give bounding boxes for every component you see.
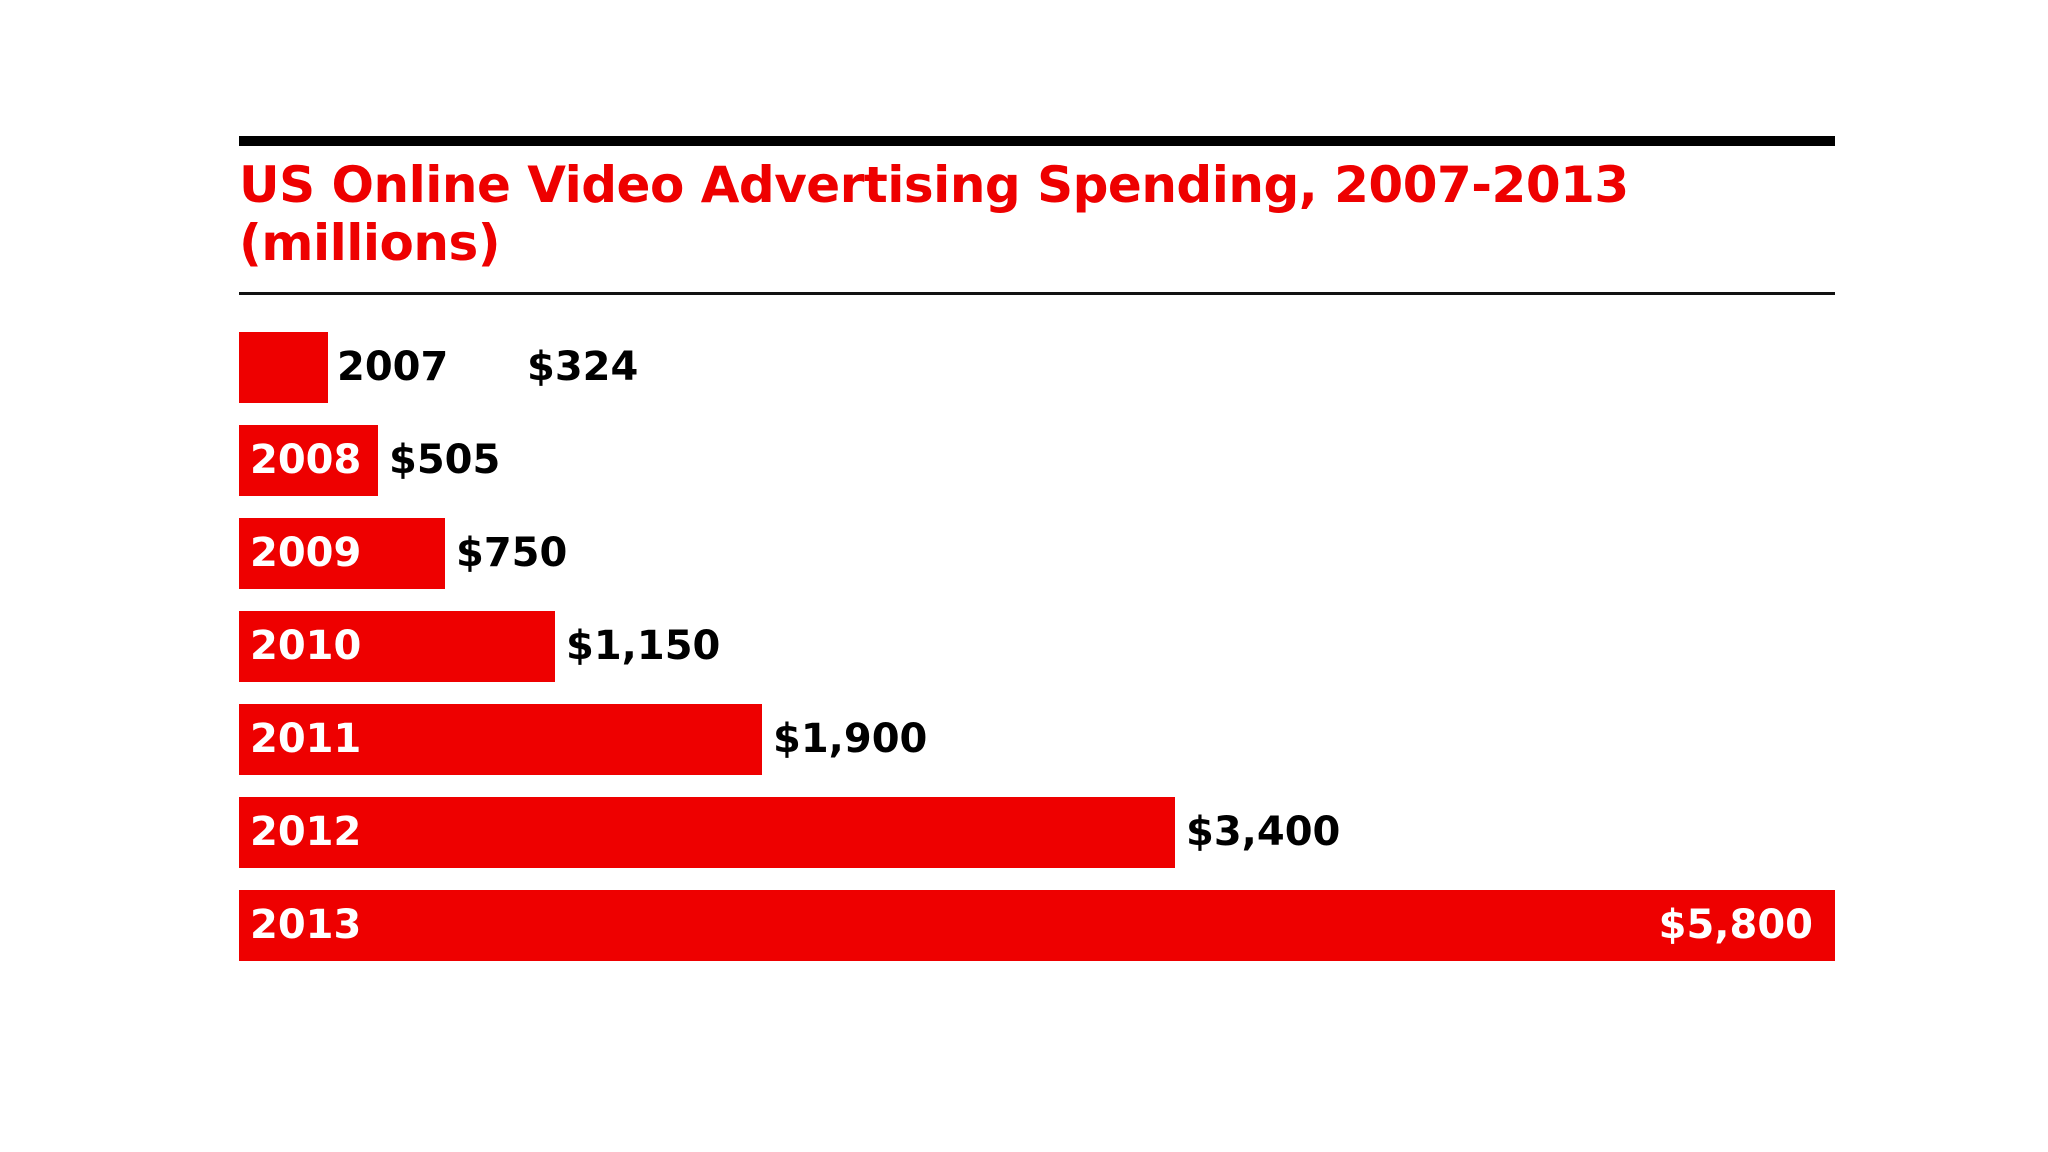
- category-label: 2010: [250, 623, 362, 669]
- category-label: 2007: [337, 344, 449, 390]
- bar: [239, 518, 445, 589]
- bar: [239, 425, 378, 496]
- chart: US Online Video Advertising Spending, 20…: [239, 136, 1835, 983]
- chart-subtitle: (millions): [239, 214, 501, 272]
- bar: [239, 611, 555, 682]
- bar: [239, 704, 762, 775]
- category-label: 2012: [250, 809, 362, 855]
- bar: [239, 797, 1175, 868]
- chart-title: US Online Video Advertising Spending, 20…: [239, 156, 1629, 214]
- bar-row: 2013 $5,800: [239, 890, 1835, 961]
- data-label: $1,150: [566, 623, 721, 669]
- chart-title-block: US Online Video Advertising Spending, 20…: [239, 156, 1835, 272]
- data-label: $324: [527, 344, 639, 390]
- bars-area: 2007 $324 2008 $505 2009 $750 2010 $1,150 2011 $1…: [239, 332, 1835, 961]
- data-label: $3,400: [1186, 809, 1341, 855]
- data-label: $505: [389, 437, 501, 483]
- bar-row: 2009 $750: [239, 518, 1835, 589]
- category-label: 2013: [250, 902, 362, 948]
- top-rule: [239, 136, 1835, 146]
- bar-row: 2007 $324: [239, 332, 1835, 403]
- bar-row: 2010 $1,150: [239, 611, 1835, 682]
- bar: [239, 332, 328, 403]
- data-label: $1,900: [773, 716, 928, 762]
- bar-row: 2012 $3,400: [239, 797, 1835, 868]
- bar: [239, 890, 1835, 961]
- category-label: 2008: [250, 437, 362, 483]
- category-label: 2011: [250, 716, 362, 762]
- bar-row: 2008 $505: [239, 425, 1835, 496]
- title-rule: [239, 292, 1835, 295]
- bar-row: 2011 $1,900: [239, 704, 1835, 775]
- data-label: $750: [456, 530, 568, 576]
- data-label: $5,800: [1658, 902, 1813, 948]
- category-label: 2009: [250, 530, 362, 576]
